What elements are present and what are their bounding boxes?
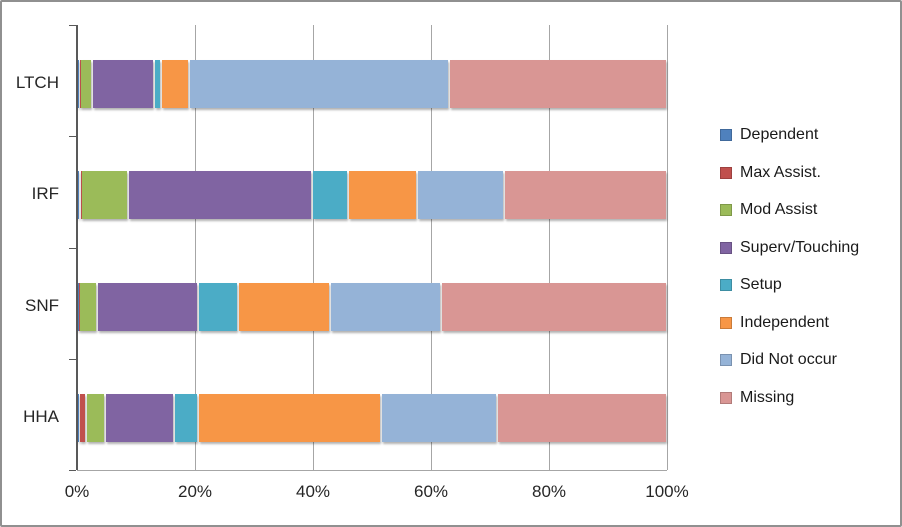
bar-segment-superv-touching	[92, 60, 153, 108]
category-label: SNF	[25, 295, 59, 315]
x-tick-label: 60%	[413, 482, 449, 501]
bar-segment-setup	[174, 393, 197, 442]
legend-item-independent: Independent	[720, 314, 859, 332]
bar-segment-dependent	[78, 393, 80, 442]
legend-swatch-icon	[720, 391, 732, 404]
x-tick-label: 80%	[531, 482, 567, 501]
bar-segment-superv-touching	[105, 393, 173, 442]
y-axis-tick	[69, 25, 76, 26]
bar-segment-did-not-occur	[190, 60, 448, 108]
legend-swatch-icon	[720, 279, 732, 291]
bar-segment-independent	[239, 282, 330, 331]
bar-segment-independent	[198, 393, 380, 442]
legend-swatch-icon	[720, 241, 732, 254]
bar-segment-setup	[198, 282, 238, 331]
legend-label: Missing	[740, 388, 795, 406]
gridline	[549, 25, 550, 470]
bar-segment-dependent	[78, 60, 80, 108]
bar-segment-mod-assist	[81, 171, 127, 220]
x-tick-label: 40%	[295, 482, 331, 501]
y-axis-tick	[69, 247, 76, 249]
category-label: HHA	[23, 406, 59, 426]
legend-label: Dependent	[740, 126, 819, 143]
bar-segment-did-not-occur	[331, 282, 441, 331]
x-tick-label: 20%	[177, 482, 213, 501]
gridline	[313, 25, 314, 470]
bar-segment-mod-assist	[86, 393, 104, 442]
legend-item-did-not-occur: Did Not occur	[720, 351, 859, 369]
legend-label: Setup	[740, 276, 782, 293]
legend-item-mod-assist: Mod Assist	[720, 201, 859, 219]
category-label: LTCH	[15, 73, 59, 92]
bar-segment-dependent	[78, 282, 80, 331]
legend-item-missing: Missing	[720, 389, 859, 407]
legend-label: Independent	[740, 313, 829, 331]
legend-label: Did Not occur	[740, 351, 837, 368]
bar-segment-superv-touching	[98, 282, 197, 331]
bar-segment-missing	[442, 282, 666, 331]
gridline	[195, 25, 196, 470]
bar-segment-did-not-occur	[417, 171, 504, 220]
bar-segment-superv-touching	[128, 171, 311, 220]
legend-label: Max Assist.	[740, 163, 821, 181]
bar-segment-setup	[154, 60, 161, 108]
x-tick-label: 0%	[64, 482, 90, 501]
legend-label: Mod Assist	[740, 201, 818, 218]
gridline	[431, 25, 432, 470]
y-axis-tick	[69, 470, 76, 471]
legend-item-superv-touching: Superv/Touching	[720, 239, 859, 257]
legend-item-dependent: Dependent	[720, 126, 859, 144]
legend-swatch-icon	[720, 354, 732, 366]
legend-item-max-assist-: Max Assist.	[720, 164, 859, 182]
bar-segment-mod-assist	[80, 60, 91, 108]
bar-segment-independent	[349, 171, 416, 220]
y-axis-line	[76, 25, 78, 470]
bar-segment-max-assist-	[79, 60, 81, 108]
legend-swatch-icon	[720, 129, 732, 141]
bar-segment-mod-assist	[80, 282, 97, 331]
bar-segment-max-assist-	[79, 393, 85, 442]
bar-segment-missing	[449, 60, 666, 108]
bar-segment-missing	[505, 171, 666, 220]
bar-segment-max-assist-	[79, 282, 81, 331]
legend-swatch-icon	[720, 316, 732, 329]
bar-segment-setup	[312, 171, 348, 220]
bar-segment-missing	[498, 393, 666, 442]
legend: Dependent Max Assist. Mod Assist Superv/Tou…	[720, 126, 859, 407]
bar-segment-did-not-occur	[381, 393, 497, 442]
y-axis-tick	[69, 358, 76, 360]
legend-swatch-icon	[720, 166, 732, 179]
legend-swatch-icon	[720, 204, 732, 216]
bar-segment-dependent	[78, 171, 80, 220]
gridline	[667, 25, 668, 470]
x-axis-line	[77, 470, 667, 471]
y-axis-tick	[69, 136, 76, 138]
legend-item-setup: Setup	[720, 276, 859, 294]
x-tick-label: 100%	[645, 482, 689, 501]
legend-label: Superv/Touching	[740, 238, 860, 256]
bar-segment-independent	[162, 60, 189, 108]
category-label: IRF	[31, 184, 59, 204]
